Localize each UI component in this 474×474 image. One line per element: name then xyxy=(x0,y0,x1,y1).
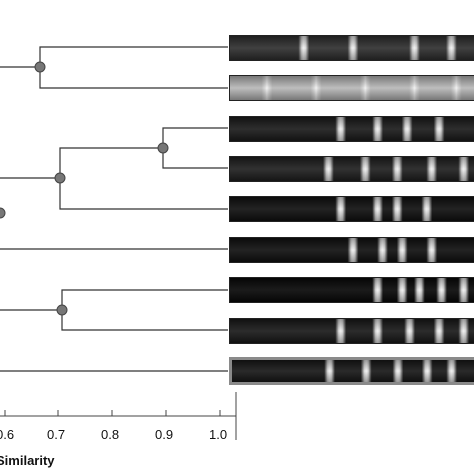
branch-lane-4 xyxy=(162,148,228,169)
gel-lane-1 xyxy=(229,35,474,61)
branch-cluster-b-stem xyxy=(59,147,163,178)
axis-tick-label: 0.9 xyxy=(155,427,173,442)
dendrogram-nodes xyxy=(0,61,169,316)
branch-lane-3 xyxy=(162,127,228,148)
node-cluster-d xyxy=(56,304,68,316)
dendrogram-tree xyxy=(0,46,228,372)
branch-lane-2 xyxy=(39,67,228,89)
axis-tick-label: 1.0 xyxy=(209,427,227,442)
gel-lane-5 xyxy=(229,196,474,222)
gel-lane-9 xyxy=(229,357,474,385)
gel-lane-4 xyxy=(229,156,474,182)
node-cluster-b xyxy=(157,142,169,154)
axis-title: Similarity xyxy=(0,453,55,468)
branch-lane-5 xyxy=(59,178,228,210)
node-cluster-a xyxy=(34,61,46,73)
branch-lane-8 xyxy=(61,310,228,331)
axis-tick-label: 0.7 xyxy=(47,427,65,442)
gel-lane-6 xyxy=(229,237,474,263)
axis-tick-label: 0.6 xyxy=(0,427,14,442)
gel-lane-3 xyxy=(229,116,474,142)
axis-tick-label: 0.8 xyxy=(101,427,119,442)
node-root-partial xyxy=(0,207,6,219)
axis-tick-labels: 0.6 0.7 0.8 0.9 1.0 xyxy=(0,427,227,442)
gel-lane-2 xyxy=(229,75,474,101)
gel-lane-7 xyxy=(229,277,474,303)
gel-lane-8 xyxy=(229,318,474,344)
node-cluster-c xyxy=(54,172,66,184)
branch-lane-7 xyxy=(61,289,228,310)
similarity-axis xyxy=(0,392,237,440)
branch-lane-1 xyxy=(39,46,228,67)
